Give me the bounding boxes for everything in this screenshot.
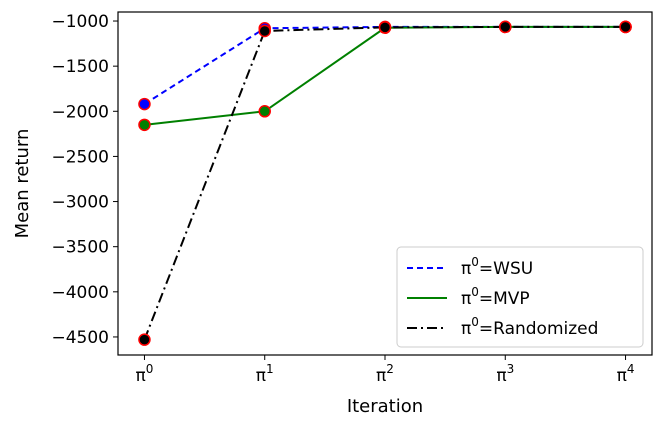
y-tick-label: −4500 — [51, 328, 109, 348]
data-point-wsu — [138, 97, 151, 111]
legend: π0=WSU π0=MVP π0=Randomized — [396, 246, 644, 348]
data-point-randomized — [378, 21, 392, 34]
data-point-mvp — [258, 105, 271, 118]
data-point-randomized — [138, 333, 151, 346]
data-point-randomized — [619, 20, 632, 34]
legend-label-wsu: π0=WSU — [461, 255, 533, 279]
x-tick-label: π1 — [256, 362, 274, 386]
x-tick-label: π4 — [617, 362, 635, 386]
y-axis: −1000 −1500 −2000 −2500 −3000 −3500 −4000 −4500 — [51, 12, 118, 348]
series-randomized — [138, 20, 632, 346]
legend-label-randomized: π0=Randomized — [461, 315, 598, 339]
legend-box — [396, 246, 644, 348]
x-tick-label: π2 — [376, 362, 394, 386]
y-tick-label: −2500 — [51, 147, 109, 167]
y-tick-label: −3500 — [51, 238, 109, 258]
data-point-mvp — [138, 118, 151, 132]
series-layer — [138, 20, 632, 346]
y-axis-title: Mean return — [12, 129, 33, 239]
y-tick-label: −3000 — [51, 193, 109, 213]
y-tick-label: −2000 — [51, 102, 109, 122]
y-tick-label: −1000 — [51, 12, 109, 32]
data-point-randomized — [258, 24, 271, 38]
series-line-randomized — [143, 25, 626, 341]
legend-label-mvp: π0=MVP — [461, 285, 530, 309]
x-tick-label: π0 — [136, 362, 154, 386]
data-point-randomized — [499, 20, 512, 34]
y-tick-label: −4000 — [51, 283, 109, 303]
x-axis-title: Iteration — [347, 396, 423, 417]
x-tick-label: π3 — [496, 362, 514, 386]
x-axis: π0 π1 π2 π3 π4 — [136, 355, 635, 386]
y-tick-label: −1500 — [51, 57, 109, 77]
